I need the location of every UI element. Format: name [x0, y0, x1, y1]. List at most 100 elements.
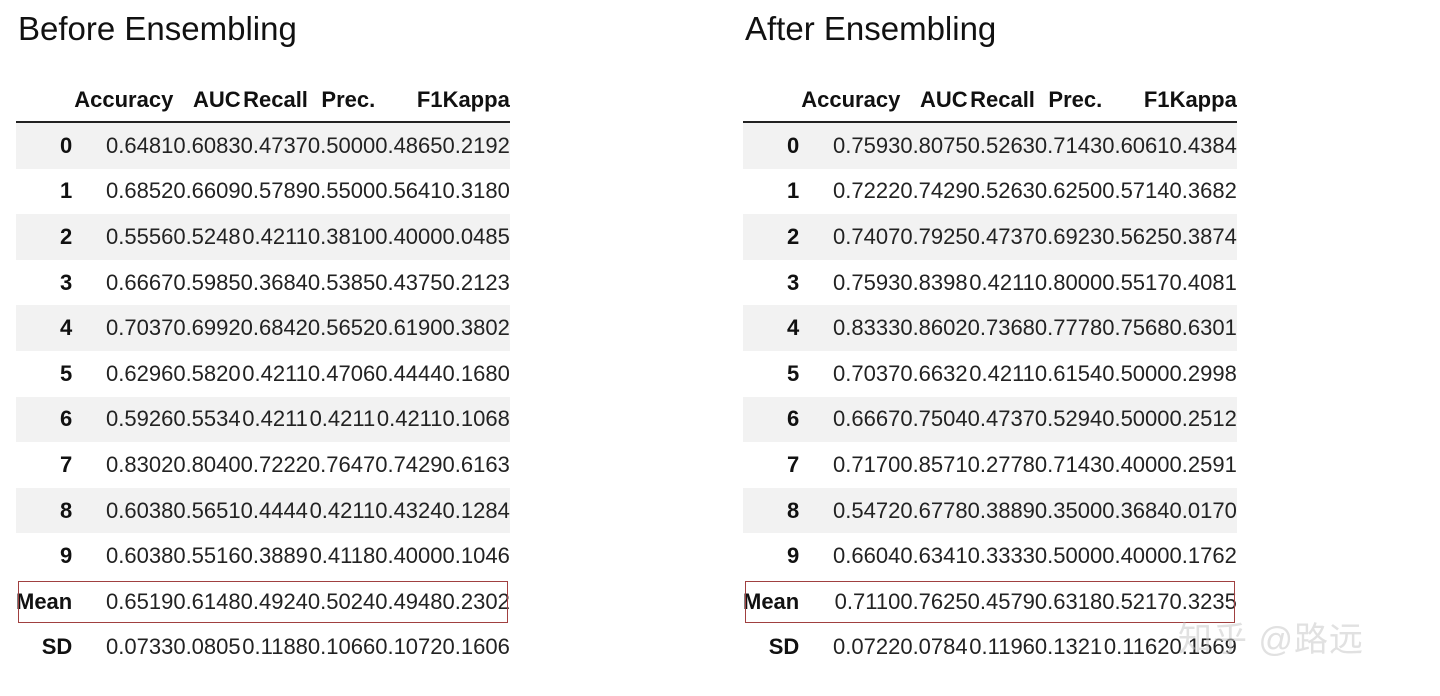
cell-prec: 0.4211	[309, 406, 376, 432]
cell-kappa: 0.0170	[1169, 497, 1237, 523]
cell-accuracy: 0.6852	[106, 178, 174, 204]
cell-recall: 0.4211	[242, 223, 308, 249]
sd-row: SD 0.0722 0.0784 0.1196 0.1321 0.1162 0.1569	[743, 624, 1237, 671]
cell-kappa: 0.4081	[1169, 269, 1237, 295]
cell-prec: 0.4706	[307, 360, 376, 386]
cell-recall: 0.6842	[240, 315, 308, 341]
cell-accuracy: 0.6667	[106, 269, 174, 295]
cell-accuracy: 0.6667	[833, 406, 901, 432]
cell-kappa: 0.0485	[442, 223, 510, 249]
cell-recall: 0.3333	[967, 543, 1035, 569]
cell-auc: 0.5985	[173, 269, 241, 295]
row-label: 7	[787, 451, 800, 477]
row-label: 3	[60, 269, 73, 295]
table-row: 0 0.7593 0.8075 0.5263 0.7143 0.6061 0.4384	[743, 122, 1237, 169]
cell-kappa: 0.1068	[442, 406, 510, 432]
cell-accuracy: 0.7593	[833, 269, 901, 295]
cell-recall: 0.4737	[240, 132, 308, 158]
cell-auc: 0.7925	[900, 223, 968, 249]
table-row: 2 0.5556 0.5248 0.4211 0.3810 0.4000 0.0485	[16, 214, 510, 260]
column-header-kappa: Kappa	[1169, 78, 1237, 123]
cell-prec: 0.7647	[307, 451, 376, 477]
cell-accuracy: 0.7407	[833, 223, 901, 249]
cell-accuracy: 0.6296	[106, 360, 174, 386]
cell-kappa: 0.3682	[1169, 178, 1237, 204]
table-row: 9 0.6604 0.6341 0.3333 0.5000 0.4000 0.1762	[743, 533, 1237, 579]
table-header-row: Accuracy AUC Recall Prec. F1 Kappa	[16, 78, 510, 123]
row-label: 0	[787, 132, 800, 158]
row-label: 7	[60, 451, 73, 477]
cell-accuracy: 0.6481	[106, 132, 174, 158]
cell-kappa: 0.1046	[442, 543, 510, 569]
cell-accuracy: 0.0733	[106, 634, 174, 660]
column-header-auc: AUC	[900, 78, 968, 123]
cell-prec: 0.6250	[1034, 178, 1103, 204]
row-label: SD	[41, 634, 73, 660]
cell-recall: 0.4211	[242, 406, 308, 432]
cell-prec: 0.4211	[309, 497, 376, 523]
table-row: 8 0.5472 0.6778 0.3889 0.3500 0.3684 0.0170	[743, 487, 1237, 534]
row-label: 8	[787, 497, 800, 523]
cell-recall: 0.4737	[967, 406, 1035, 432]
cell-kappa: 0.2123	[442, 269, 510, 295]
cell-kappa: 0.3874	[1169, 223, 1237, 249]
cell-accuracy: 0.8302	[106, 451, 174, 477]
after-ensembling-table: Accuracy AUC Recall Prec. F1 Kappa 0 0.75…	[743, 78, 1237, 671]
cell-prec: 0.6154	[1034, 360, 1103, 386]
cell-prec: 0.6318	[1034, 588, 1103, 614]
cell-recall: 0.4211	[242, 360, 308, 386]
column-header-kappa: Kappa	[442, 78, 510, 123]
before-ensembling-title: Before Ensembling	[18, 10, 297, 47]
cell-auc: 0.8040	[173, 451, 241, 477]
cell-auc: 0.6778	[900, 497, 968, 523]
row-label: 5	[787, 360, 800, 386]
cell-f1: 0.7429	[375, 451, 443, 477]
cell-accuracy: 0.5556	[106, 223, 174, 249]
cell-f1: 0.5217	[1102, 588, 1170, 614]
cell-accuracy: 0.7037	[833, 360, 901, 386]
cell-auc: 0.7625	[900, 588, 968, 614]
column-header-f1: F1	[1102, 78, 1170, 123]
cell-kappa: 0.3235	[1169, 588, 1237, 614]
row-label: 8	[60, 497, 73, 523]
table-row: 7 0.7170 0.8571 0.2778 0.7143 0.4000 0.2591	[743, 442, 1237, 488]
cell-f1: 0.4865	[375, 132, 443, 158]
cell-kappa: 0.2302	[442, 588, 510, 614]
cell-kappa: 0.1762	[1169, 543, 1237, 569]
cell-recall: 0.3684	[240, 269, 308, 295]
cell-f1: 0.5714	[1102, 178, 1170, 204]
cell-auc: 0.5820	[173, 360, 241, 386]
row-label: Mean	[743, 588, 800, 614]
cell-f1: 0.4000	[1102, 451, 1170, 477]
cell-recall: 0.4579	[967, 588, 1035, 614]
table-row: 3 0.7593 0.8398 0.4211 0.8000 0.5517 0.4081	[743, 259, 1237, 306]
after-table-body: 0 0.7593 0.8075 0.5263 0.7143 0.6061 0.4384 1 0.…	[743, 122, 1237, 671]
cell-prec: 0.7143	[1034, 451, 1103, 477]
cell-kappa: 0.6163	[442, 451, 510, 477]
cell-auc: 0.8571	[900, 451, 968, 477]
cell-recall: 0.1196	[969, 634, 1035, 660]
row-label: 9	[60, 543, 73, 569]
table-row: 4 0.7037 0.6992 0.6842 0.5652 0.6190 0.3802	[16, 305, 510, 351]
cell-accuracy: 0.6604	[833, 543, 901, 569]
cell-recall: 0.4924	[240, 588, 308, 614]
cell-prec: 0.3500	[1034, 497, 1103, 523]
cell-f1: 0.1162	[1103, 634, 1170, 660]
column-header-index	[743, 78, 802, 123]
cell-prec: 0.5500	[307, 178, 376, 204]
column-header-prec: Prec.	[1034, 78, 1103, 123]
row-label: 3	[787, 269, 800, 295]
cell-accuracy: 0.6038	[106, 497, 174, 523]
cell-prec: 0.7778	[1034, 315, 1103, 341]
cell-auc: 0.7504	[900, 406, 968, 432]
column-header-index	[16, 78, 75, 123]
cell-auc: 0.0784	[900, 634, 968, 660]
cell-kappa: 0.2998	[1169, 360, 1237, 386]
cell-f1: 0.4324	[375, 497, 443, 523]
cell-prec: 0.1066	[307, 634, 376, 660]
table-row: 6 0.5926 0.5534 0.4211 0.4211 0.4211 0.1068	[16, 396, 510, 443]
cell-accuracy: 0.6038	[106, 543, 174, 569]
cell-auc: 0.8075	[900, 132, 968, 158]
cell-accuracy: 0.6519	[106, 588, 174, 614]
cell-recall: 0.7222	[240, 451, 308, 477]
